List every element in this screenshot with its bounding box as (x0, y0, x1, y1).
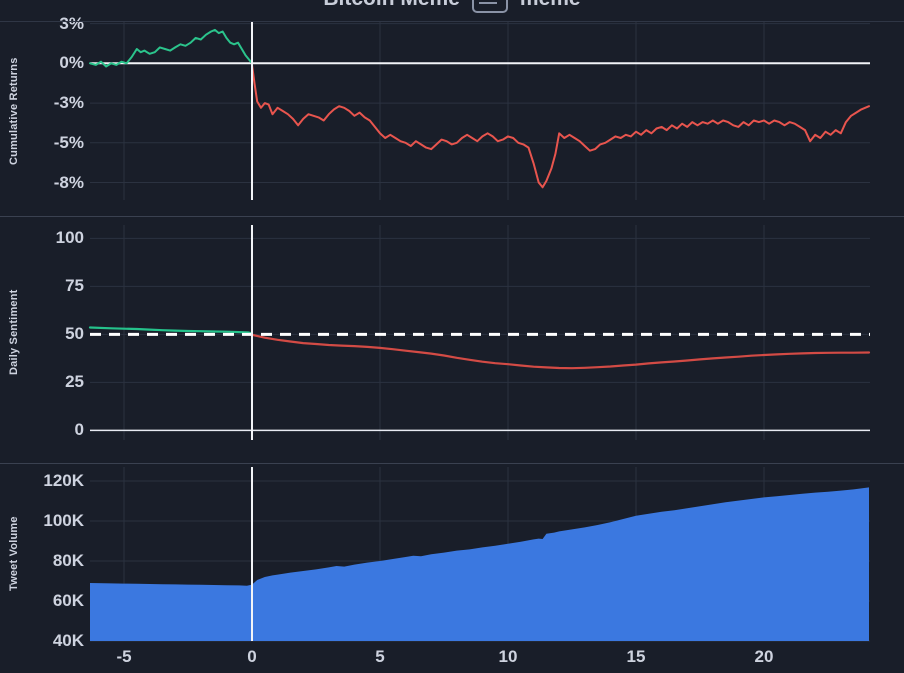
page-title: Bitcoin Meme meme (0, 0, 904, 13)
title-badge-label: meme (520, 0, 581, 11)
y-tick-label: -5% (53, 132, 84, 152)
y-tick-label: 50 (65, 324, 84, 344)
title-bar: Bitcoin Meme meme (0, 0, 904, 22)
y-tick-label: 120K (43, 471, 84, 490)
y-tick-label: 100K (43, 511, 84, 530)
y-tick-label: 100 (55, 228, 84, 248)
panel-separator (0, 463, 904, 464)
y-tick-label: 3% (59, 13, 84, 33)
y-tick-label: 40K (52, 631, 84, 650)
y-tick-label: -3% (53, 93, 84, 113)
panel-separator (0, 216, 904, 217)
y-tick-label: 60K (52, 591, 84, 610)
y-tick-label: 25 (65, 372, 84, 392)
returns-chart-plot-area[interactable] (90, 22, 870, 200)
x-tick-label: -5 (116, 647, 132, 666)
sentiment-chart-plot-area[interactable] (90, 225, 870, 440)
y-tick-label: 80K (52, 551, 84, 570)
news-icon (471, 0, 508, 13)
x-tick-label: 15 (626, 647, 646, 666)
x-tick-label: 0 (247, 647, 257, 666)
y-tick-label: 0 (74, 420, 84, 440)
title-text: Bitcoin Meme (323, 0, 460, 11)
x-tick-label: 10 (498, 647, 518, 666)
x-tick-label: 20 (754, 647, 774, 666)
y-tick-label: 0% (59, 53, 84, 73)
x-tick-label: 5 (375, 647, 385, 666)
y-tick-label: 75 (65, 276, 84, 296)
volume-chart-plot-area[interactable] (90, 467, 870, 641)
y-tick-label: -8% (53, 172, 84, 192)
